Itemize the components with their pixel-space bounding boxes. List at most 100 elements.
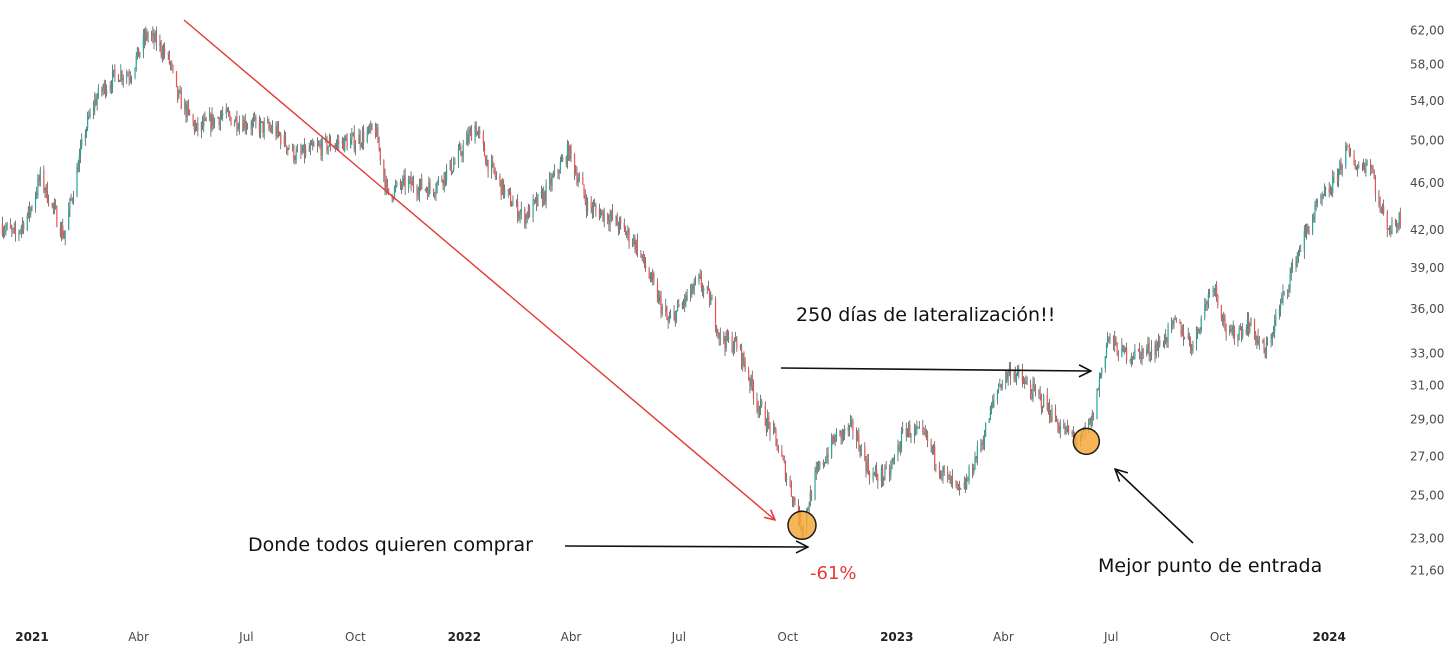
candle-body	[1174, 318, 1176, 320]
candle-body	[1146, 348, 1148, 353]
candle-body	[27, 206, 30, 216]
candle-body	[359, 134, 361, 145]
candle-body	[761, 401, 763, 405]
candle-body	[1213, 289, 1215, 291]
candle-body	[312, 142, 314, 146]
candle-body	[399, 181, 402, 186]
candle-body	[532, 199, 534, 218]
candle-body	[976, 445, 978, 460]
candle-body	[318, 144, 320, 146]
candle-body	[1322, 195, 1324, 197]
candle-body	[750, 375, 752, 386]
candle-body	[1362, 164, 1365, 170]
candle-body	[932, 445, 935, 452]
candle-body	[608, 221, 610, 225]
candle-body	[106, 90, 108, 95]
candle-body	[996, 389, 999, 400]
candle-body	[468, 132, 470, 142]
candle-body	[47, 202, 50, 205]
candle-body	[101, 87, 103, 92]
candle-body	[1116, 344, 1118, 355]
candle-body	[427, 189, 429, 197]
candle-body	[1032, 383, 1034, 399]
candle-body	[218, 117, 220, 126]
candle-body	[432, 189, 435, 195]
candle-body	[378, 142, 380, 149]
candle-body	[1239, 328, 1241, 330]
candle-body	[807, 508, 809, 510]
candle-body	[1141, 349, 1143, 361]
candle-body	[326, 137, 328, 151]
candle-body	[1067, 425, 1070, 434]
candle-body	[45, 184, 47, 192]
x-tick-label: Abr	[993, 630, 1014, 644]
y-tick-label: 33,00	[1410, 346, 1444, 360]
buy-zone-arrow	[564, 546, 808, 547]
candle-body	[653, 278, 655, 282]
candle-body	[848, 425, 850, 432]
candle-body	[1050, 417, 1052, 422]
candle-body	[229, 113, 231, 118]
candle-body	[573, 154, 576, 174]
candle-body	[661, 306, 663, 314]
candle-body	[64, 230, 66, 239]
candle-body	[404, 175, 406, 188]
candle-body	[235, 117, 237, 122]
candle-body	[1380, 209, 1382, 211]
candle-body	[675, 310, 678, 323]
candle-body	[230, 117, 232, 126]
candle-body	[922, 426, 924, 429]
candle-body	[441, 178, 443, 182]
candle-body	[628, 229, 630, 243]
candle-body	[1025, 381, 1027, 383]
candle-body	[437, 178, 439, 183]
y-tick-label: 23,00	[1410, 531, 1444, 545]
candle-body	[500, 179, 502, 195]
candle-body	[607, 213, 609, 222]
candle-body	[682, 303, 685, 305]
candle-body	[293, 145, 295, 161]
candle-body	[740, 345, 743, 365]
candle-body	[731, 336, 733, 352]
candle-body	[175, 71, 178, 87]
candle-body	[1091, 413, 1093, 426]
candle-body	[1214, 285, 1217, 290]
candle-body	[201, 122, 204, 127]
candle-body	[559, 162, 561, 173]
candle-body	[383, 160, 385, 176]
candle-body	[1199, 329, 1201, 331]
candle-body	[280, 134, 282, 145]
candle-body	[1137, 348, 1140, 350]
candle-body	[592, 205, 595, 212]
candle-body	[1140, 351, 1142, 361]
candle-body	[351, 135, 353, 139]
candle-body	[44, 190, 46, 192]
candle-body	[891, 462, 893, 467]
candle-body	[1001, 383, 1003, 389]
candle-body	[187, 104, 189, 110]
candle-body	[1379, 201, 1381, 211]
candle-body	[56, 207, 58, 227]
candle-body	[1288, 287, 1290, 290]
candle-body	[396, 181, 398, 186]
candle-body	[1308, 229, 1310, 234]
candle-body	[1242, 329, 1244, 337]
candle-body	[711, 298, 713, 300]
candle-body	[880, 468, 882, 482]
y-tick-label: 21,60	[1410, 564, 1444, 578]
candle-body	[360, 144, 362, 146]
candle-body	[504, 189, 506, 196]
candle-body	[893, 455, 896, 459]
candle-body	[958, 484, 961, 489]
candle-body	[436, 182, 438, 191]
candle-body	[835, 431, 837, 442]
candle-body	[890, 466, 892, 476]
y-axis: 62,00 58,00 54,00 50,00 46,00 42,00 39,00 36,00…	[1410, 23, 1444, 577]
candle-body	[851, 420, 853, 422]
candle-body	[152, 32, 154, 36]
candle-body	[1394, 219, 1397, 226]
candle-body	[575, 172, 577, 174]
candle-body	[23, 222, 25, 230]
candle-body	[844, 427, 846, 435]
candle-body	[541, 191, 544, 205]
